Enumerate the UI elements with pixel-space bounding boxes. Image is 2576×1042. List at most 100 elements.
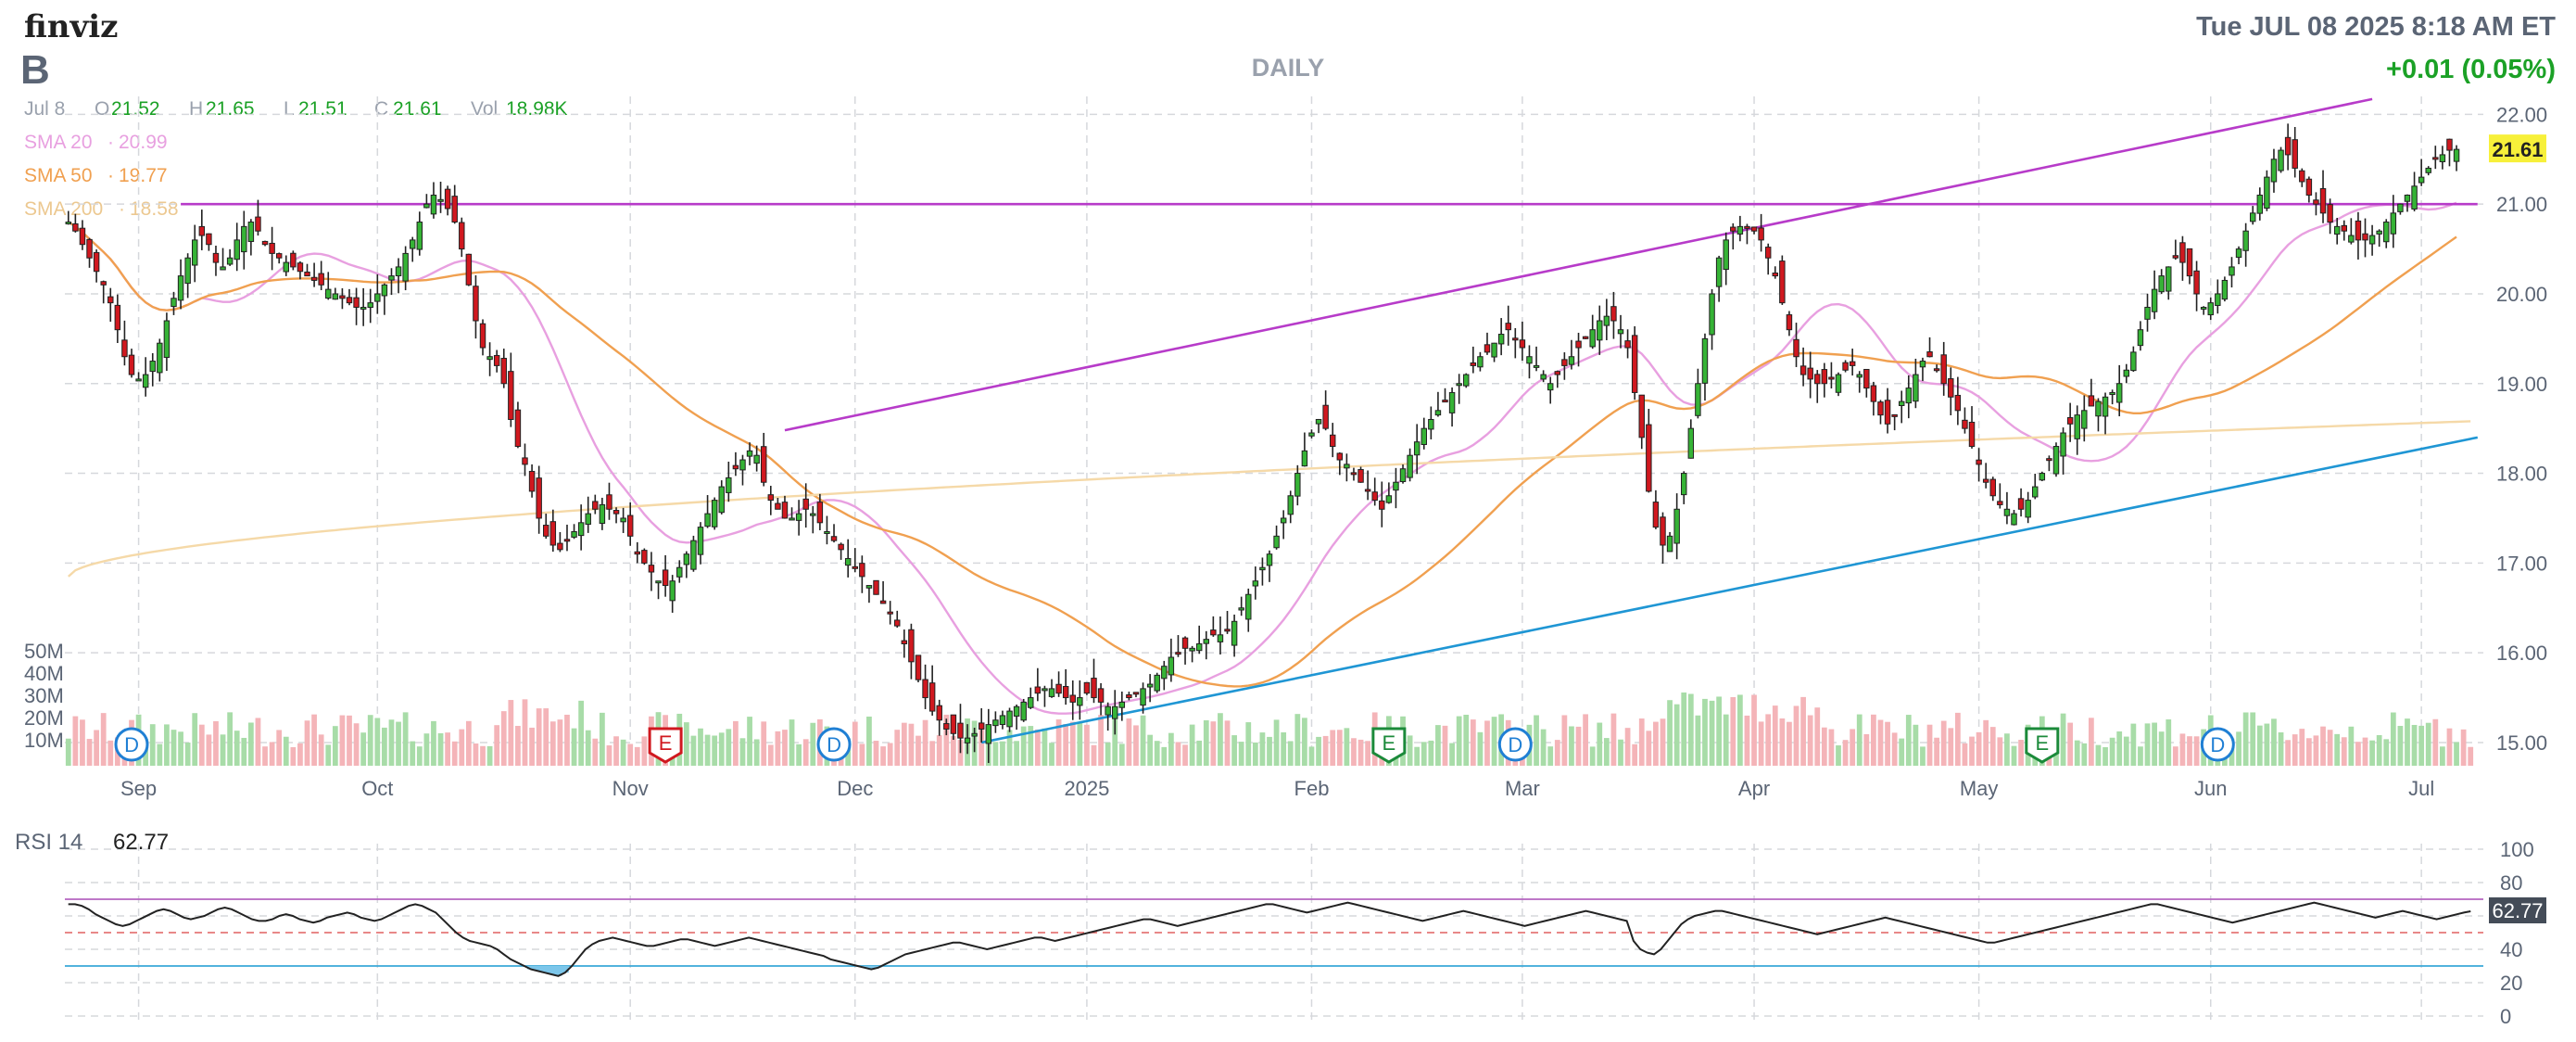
candle-body[interactable] xyxy=(514,409,522,448)
candle-body[interactable] xyxy=(212,252,220,263)
candle-body[interactable] xyxy=(2102,396,2109,417)
candle-body[interactable] xyxy=(493,354,500,366)
candle-body[interactable] xyxy=(887,611,893,615)
candle-body[interactable] xyxy=(353,297,360,308)
candle-body[interactable] xyxy=(1448,391,1456,413)
candle-body[interactable] xyxy=(1484,344,1491,353)
candle-body[interactable] xyxy=(1224,629,1231,632)
candle-body[interactable] xyxy=(1105,705,1111,716)
candle-body[interactable] xyxy=(2327,204,2333,223)
candle-body[interactable] xyxy=(2341,224,2347,232)
candle-body[interactable] xyxy=(86,238,93,259)
candle-body[interactable] xyxy=(184,257,191,285)
candle-body[interactable] xyxy=(1006,710,1013,728)
candle-body[interactable] xyxy=(226,257,234,265)
candle-body[interactable] xyxy=(543,525,549,537)
candle-body[interactable] xyxy=(1371,491,1378,502)
candle-body[interactable] xyxy=(1870,385,1877,402)
candle-body[interactable] xyxy=(2319,187,2327,214)
candle-body[interactable] xyxy=(536,477,542,519)
candle-body[interactable] xyxy=(1905,388,1913,404)
candle-body[interactable] xyxy=(1764,247,1772,259)
candle-body[interactable] xyxy=(739,459,746,471)
candle-body[interactable] xyxy=(1210,629,1217,636)
candle-body[interactable] xyxy=(2264,176,2270,210)
candle-body[interactable] xyxy=(121,339,128,358)
candle-body[interactable] xyxy=(1954,394,1962,412)
candle-body[interactable] xyxy=(1589,329,1596,348)
candle-body[interactable] xyxy=(2046,458,2052,462)
finviz-logo[interactable]: finviz xyxy=(24,8,118,45)
candle-body[interactable] xyxy=(2333,225,2341,235)
candle-body[interactable] xyxy=(1322,404,1329,429)
candle-body[interactable] xyxy=(339,295,346,299)
candle-body[interactable] xyxy=(936,705,942,721)
candle-body[interactable] xyxy=(1189,647,1195,652)
candle-body[interactable] xyxy=(2439,154,2446,162)
dividend-marker[interactable]: D xyxy=(816,727,852,762)
candle-body[interactable] xyxy=(1132,692,1140,695)
candle-body[interactable] xyxy=(1434,410,1442,416)
candle-body[interactable] xyxy=(985,724,992,744)
candle-body[interactable] xyxy=(1744,225,1750,229)
candle-body[interactable] xyxy=(2081,410,2088,429)
candle-body[interactable] xyxy=(592,501,599,510)
candle-body[interactable] xyxy=(1673,508,1680,544)
candle-body[interactable] xyxy=(2383,222,2390,243)
candle-body[interactable] xyxy=(901,640,908,644)
candle-body[interactable] xyxy=(459,222,465,250)
candle-body[interactable] xyxy=(1701,337,1709,384)
candle-body[interactable] xyxy=(620,517,626,523)
candle-body[interactable] xyxy=(346,297,353,304)
candle-body[interactable] xyxy=(409,239,416,249)
candle-body[interactable] xyxy=(1603,315,1610,326)
candle-body[interactable] xyxy=(2066,416,2074,425)
candle-body[interactable] xyxy=(1336,452,1344,461)
candle-body[interactable] xyxy=(2278,149,2284,172)
candle-body[interactable] xyxy=(269,242,275,254)
candle-body[interactable] xyxy=(1301,450,1308,467)
candle-body[interactable] xyxy=(247,222,255,242)
candle-body[interactable] xyxy=(2362,233,2368,241)
candle-body[interactable] xyxy=(1849,361,1856,366)
candle-body[interactable] xyxy=(135,378,142,382)
candle-body[interactable] xyxy=(2032,486,2039,498)
candle-body[interactable] xyxy=(2355,220,2362,241)
candle-body[interactable] xyxy=(1463,374,1470,387)
candle-body[interactable] xyxy=(563,539,571,542)
candle-body[interactable] xyxy=(283,261,290,273)
candle-body[interactable] xyxy=(1042,688,1048,692)
candle-body[interactable] xyxy=(2376,230,2382,235)
candle-body[interactable] xyxy=(1055,683,1062,694)
candle-body[interactable] xyxy=(1730,226,1736,232)
candle-body[interactable] xyxy=(859,563,865,578)
candle-body[interactable] xyxy=(1245,593,1252,620)
candle-body[interactable] xyxy=(1554,371,1561,375)
candle-body[interactable] xyxy=(2137,329,2144,347)
candle-body[interactable] xyxy=(381,284,388,297)
candle-body[interactable] xyxy=(416,222,423,250)
candle-body[interactable] xyxy=(1919,361,1926,368)
candle-body[interactable] xyxy=(220,266,226,271)
candle-body[interactable] xyxy=(1034,686,1042,694)
candle-body[interactable] xyxy=(500,358,507,385)
candle-body[interactable] xyxy=(528,470,536,492)
candle-body[interactable] xyxy=(367,302,373,309)
candle-body[interactable] xyxy=(170,298,177,308)
candle-body[interactable] xyxy=(1856,374,1863,378)
candle-body[interactable] xyxy=(1695,383,1701,416)
candle-body[interactable] xyxy=(114,304,121,331)
candle-body[interactable] xyxy=(261,240,269,246)
candle-body[interactable] xyxy=(2095,400,2102,417)
candle-body[interactable] xyxy=(683,553,690,565)
candle-body[interactable] xyxy=(255,216,261,232)
candle-body[interactable] xyxy=(198,225,206,236)
candle-body[interactable] xyxy=(2003,508,2011,516)
candle-body[interactable] xyxy=(585,513,591,525)
candle-body[interactable] xyxy=(2115,383,2123,403)
candle-body[interactable] xyxy=(1884,400,1891,425)
candle-body[interactable] xyxy=(2186,248,2193,277)
candle-body[interactable] xyxy=(2166,266,2172,292)
candle-body[interactable] xyxy=(177,275,184,301)
